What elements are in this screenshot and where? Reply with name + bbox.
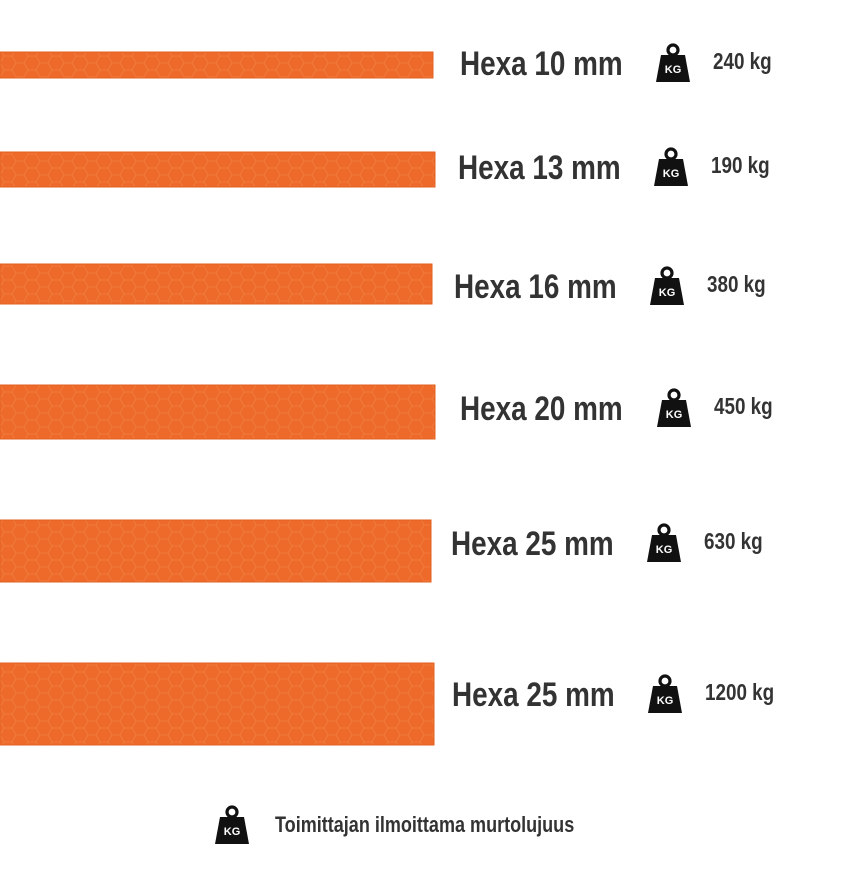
weight-icon-label: KG — [665, 64, 682, 76]
strap-name: Hexa 16 mm — [454, 267, 617, 305]
strap-name: Hexa 13 mm — [458, 148, 621, 186]
legend-text: Toimittajan ilmoittama murtolujuus — [275, 813, 574, 837]
strap — [0, 519, 432, 583]
strap-name: Hexa 20 mm — [460, 389, 623, 427]
strap-load: 240 kg — [713, 49, 772, 74]
weight-icon-label: KG — [659, 287, 676, 299]
weight-icon-label: KG — [663, 168, 680, 180]
weight-icon: KG — [645, 523, 683, 564]
strap-load: 630 kg — [704, 529, 763, 554]
strap-name: Hexa 25 mm — [451, 524, 614, 562]
weight-icon: KG — [648, 266, 686, 307]
weight-icon-label: KG — [666, 409, 683, 421]
strap — [0, 51, 434, 79]
strap-load: 1200 kg — [705, 680, 774, 705]
strap-name: Hexa 25 mm — [452, 675, 615, 713]
strap — [0, 151, 436, 188]
weight-icon: KG — [213, 805, 251, 846]
weight-icon-label: KG — [656, 544, 673, 556]
strap-name: Hexa 10 mm — [460, 44, 623, 82]
strap — [0, 263, 433, 305]
weight-icon: KG — [646, 674, 684, 715]
strap-load: 190 kg — [711, 153, 770, 178]
strap-load: 450 kg — [714, 394, 773, 419]
strap — [0, 384, 436, 440]
weight-icon-label: KG — [657, 695, 674, 707]
strap — [0, 662, 435, 746]
weight-icon-label: KG — [224, 826, 241, 838]
weight-icon: KG — [655, 388, 693, 429]
weight-icon: KG — [654, 43, 692, 84]
strap-load: 380 kg — [707, 272, 766, 297]
weight-icon: KG — [652, 147, 690, 188]
